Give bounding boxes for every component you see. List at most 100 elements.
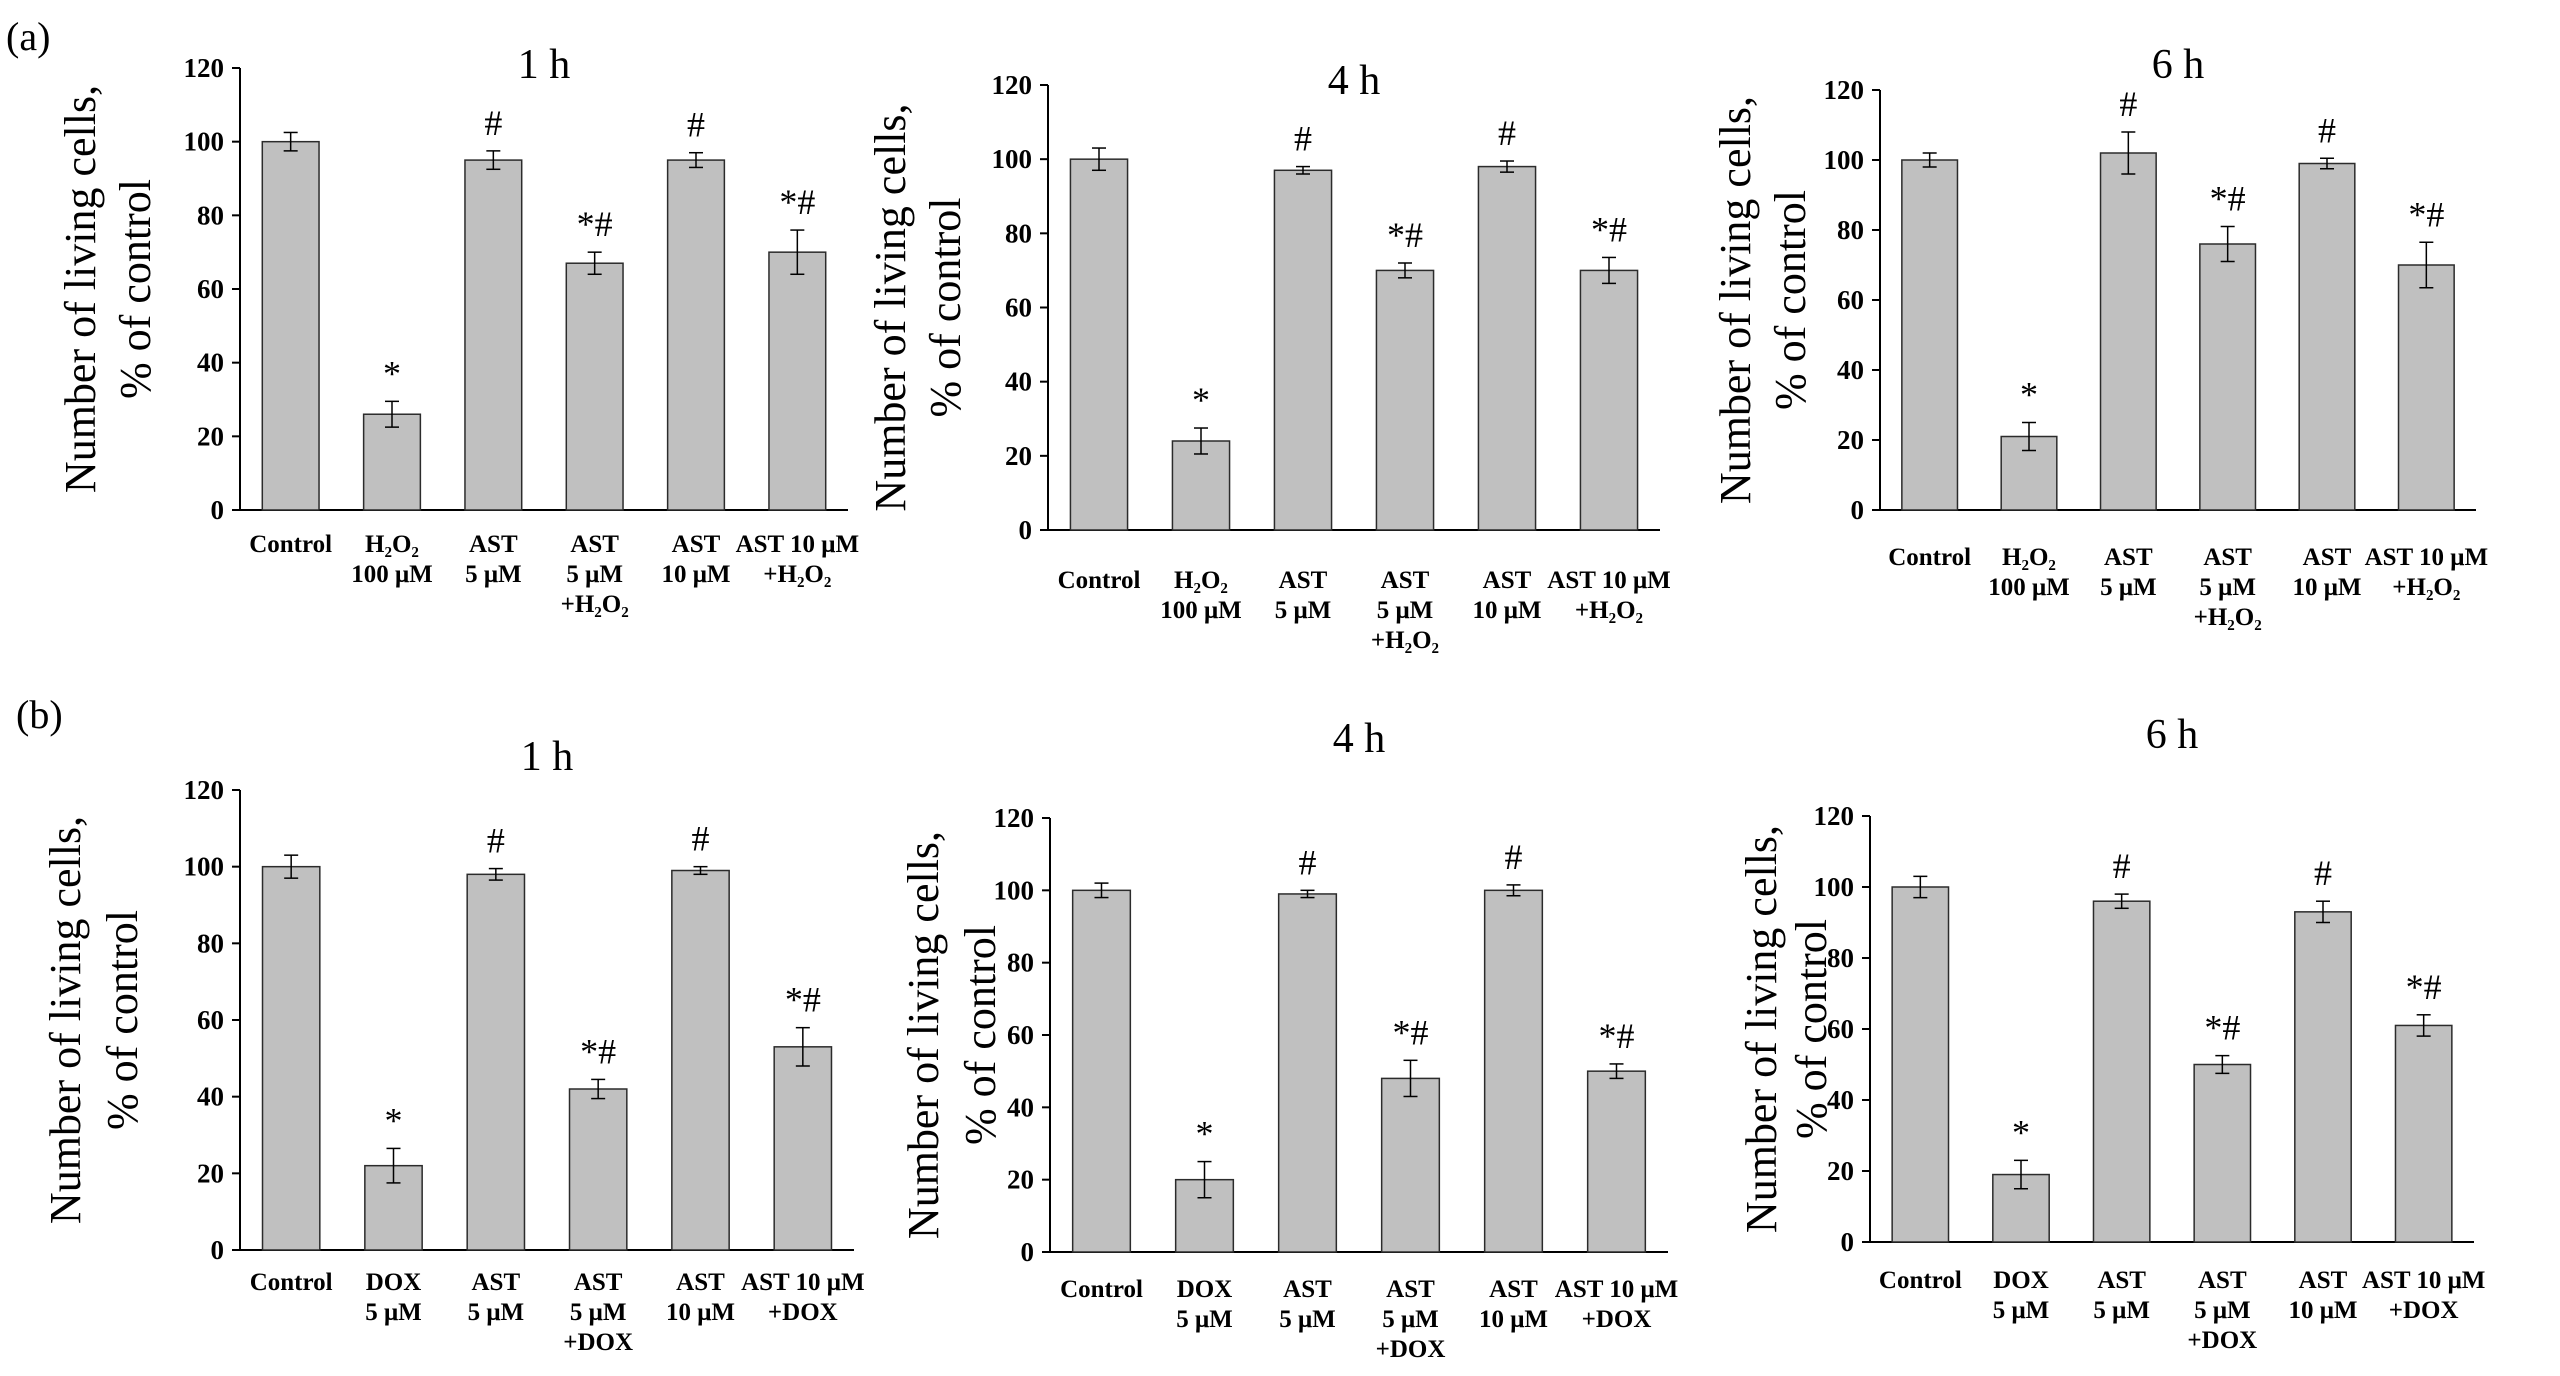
y-tick-label: 100 [994, 875, 1035, 905]
category-label-line: 100 μM [351, 561, 433, 588]
y-tick-label: 40 [197, 348, 224, 378]
bar [2099, 152, 2157, 511]
category-label-line: 5 μM [2100, 574, 2157, 601]
bar [1477, 165, 1537, 531]
chart-1: 1 h Number of living cells,% of control 0 2… [56, 42, 859, 618]
category-label-line: Control [1888, 544, 1971, 571]
y-tick-label: 120 [1814, 801, 1855, 831]
significance-label: # [1498, 113, 1516, 153]
category-label: AST 5 μM [465, 531, 522, 588]
y-tick-label: 40 [1005, 367, 1032, 397]
y-axis-subtitle: % of control [956, 925, 1005, 1145]
chart-5: 4 h Number of living cells,% of control 0 2… [899, 716, 1678, 1363]
y-tick-label: 20 [1005, 441, 1032, 471]
category-label: AST 5 μM +H₂O₂ [1371, 567, 1439, 654]
category-label: Control [1888, 544, 1971, 571]
bar [2193, 1063, 2252, 1243]
category-label-line: AST [570, 531, 619, 558]
bar [1579, 269, 1639, 531]
significance-label: *# [1393, 1012, 1429, 1052]
y-axis-subtitle: % of control [1766, 190, 1815, 410]
category-label-line: 5 μM [468, 1299, 525, 1326]
y-tick-label: 20 [197, 1158, 224, 1188]
category-label-line: +DOX [563, 1329, 633, 1356]
significance-label: # [2119, 84, 2137, 124]
category-label-line: 5 μM [1279, 1306, 1336, 1333]
category-label-line: DOX [366, 1269, 422, 1296]
significance-label: # [2314, 853, 2332, 893]
significance-label: *# [577, 204, 613, 244]
bar [666, 159, 726, 511]
category-label: DOX 5 μM [365, 1269, 422, 1326]
category-label-line: AST [1279, 567, 1328, 594]
significance-label: *# [1387, 215, 1423, 255]
category-label-line: 5 μM [1176, 1306, 1233, 1333]
category-label-line: 10 μM [1479, 1306, 1548, 1333]
category-label: AST 5 μM [2093, 1267, 2150, 1324]
category-label: AST 10 μM [1479, 1276, 1548, 1333]
category-label-line: 5 μM [2093, 1297, 2150, 1324]
category-label-line: AST 10 μM [736, 531, 859, 558]
bar [464, 159, 523, 511]
category-label-line: AST 10 μM [2365, 544, 2488, 571]
category-label: Control [250, 1269, 333, 1296]
category-label-line: +H₂O₂ [2392, 574, 2460, 601]
category-label-line: 5 μM [1382, 1306, 1439, 1333]
significance-label: * [1192, 380, 1210, 420]
category-label: AST 5 μM +DOX [563, 1269, 633, 1356]
bar [768, 251, 827, 511]
significance-label: # [484, 103, 502, 143]
category-label-line: AST [2203, 544, 2252, 571]
significance-label: * [2012, 1112, 2030, 1152]
category-label-line: 10 μM [2292, 574, 2361, 601]
category-label-line: Control [250, 1269, 333, 1296]
bar [1380, 1077, 1441, 1253]
y-axis-title: Number of living cells, [1711, 96, 1760, 504]
y-tick-label: 0 [1021, 1237, 1035, 1267]
y-axis-title: Number of living cells, [866, 103, 915, 511]
significance-label: *# [2406, 967, 2442, 1007]
panel-label-a: (a) [6, 14, 50, 59]
category-label: AST 10 μM [2292, 544, 2361, 601]
category-label-line: AST 10 μM [1547, 567, 1670, 594]
category-label: Control [1060, 1276, 1143, 1303]
category-label: AST 5 μM +H₂O₂ [2194, 544, 2262, 631]
category-label: Control [1058, 567, 1141, 594]
category-label: H₂O₂ 100 μM [351, 531, 433, 588]
category-label-line: AST 10 μM [741, 1269, 864, 1296]
bar [466, 873, 526, 1251]
y-tick-label: 100 [992, 144, 1033, 174]
category-label-line: 10 μM [661, 561, 730, 588]
y-tick-label: 120 [184, 53, 225, 83]
category-label: AST 5 μM [1275, 567, 1332, 624]
chart-title: 1 h [518, 42, 571, 88]
chart-title: 4 h [1328, 58, 1381, 104]
category-label-line: AST [2104, 544, 2153, 571]
category-label: AST 10 μM [666, 1269, 735, 1326]
category-label: DOX 5 μM [1993, 1267, 2050, 1324]
y-tick-label: 100 [1824, 145, 1865, 175]
category-label-line: 5 μM [2199, 574, 2256, 601]
category-label-line: DOX [1993, 1267, 2049, 1294]
category-label: AST 5 μM +H₂O₂ [561, 531, 629, 618]
significance-label: # [1294, 119, 1312, 159]
y-tick-label: 60 [197, 274, 224, 304]
category-label: AST 10 μM +DOX [2362, 1267, 2485, 1324]
category-label-line: 5 μM [566, 561, 623, 588]
y-axis-subtitle: % of control [921, 198, 970, 418]
category-label: AST 10 μM +H₂O₂ [2365, 544, 2488, 601]
y-tick-label: 100 [184, 852, 225, 882]
category-label-line: AST [2198, 1267, 2247, 1294]
y-tick-label: 0 [211, 495, 225, 525]
category-label-line: DOX [1177, 1276, 1233, 1303]
category-label-line: Control [1060, 1276, 1143, 1303]
category-label: AST 5 μM [2100, 544, 2157, 601]
category-label-line: 100 μM [1988, 574, 2070, 601]
category-label-line: AST [1489, 1276, 1538, 1303]
category-label-line: AST [1283, 1276, 1332, 1303]
y-tick-label: 40 [1007, 1092, 1034, 1122]
category-label: AST 5 μM [1279, 1276, 1336, 1333]
category-label-line: 5 μM [1377, 597, 1434, 624]
bar [671, 869, 730, 1251]
bar [1277, 893, 1338, 1253]
